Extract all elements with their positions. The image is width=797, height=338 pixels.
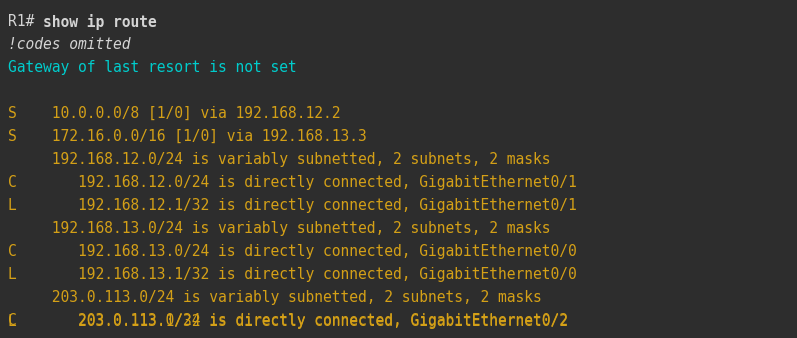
Text: 203.0.113.0/24 is variably subnetted, 2 subnets, 2 masks: 203.0.113.0/24 is variably subnetted, 2 … [8,290,542,305]
Text: show ip route: show ip route [43,14,157,30]
Text: 192.168.13.0/24 is variably subnetted, 2 subnets, 2 masks: 192.168.13.0/24 is variably subnetted, 2… [8,221,551,236]
Text: C       192.168.12.0/24 is directly connected, GigabitEthernet0/1: C 192.168.12.0/24 is directly connected,… [8,175,577,190]
Text: 192.168.12.0/24 is variably subnetted, 2 subnets, 2 masks: 192.168.12.0/24 is variably subnetted, 2… [8,152,551,167]
Text: S    10.0.0.0/8 [1/0] via 192.168.12.2: S 10.0.0.0/8 [1/0] via 192.168.12.2 [8,106,340,121]
Text: L       192.168.13.1/32 is directly connected, GigabitEthernet0/0: L 192.168.13.1/32 is directly connected,… [8,267,577,282]
Text: L       203.0.113.1/32 is directly connected, GigabitEthernet0/2: L 203.0.113.1/32 is directly connected, … [8,314,568,329]
Text: Gateway of last resort is not set: Gateway of last resort is not set [8,60,296,75]
Text: R1#: R1# [8,14,43,29]
Text: S    172.16.0.0/16 [1/0] via 192.168.13.3: S 172.16.0.0/16 [1/0] via 192.168.13.3 [8,129,367,144]
Text: L       192.168.12.1/32 is directly connected, GigabitEthernet0/1: L 192.168.12.1/32 is directly connected,… [8,198,577,213]
Text: !codes omitted: !codes omitted [8,37,131,52]
Text: C       192.168.13.0/24 is directly connected, GigabitEthernet0/0: C 192.168.13.0/24 is directly connected,… [8,244,577,259]
Text: C       203.0.113.0/24 is directly connected, GigabitEthernet0/2: C 203.0.113.0/24 is directly connected, … [8,313,568,328]
